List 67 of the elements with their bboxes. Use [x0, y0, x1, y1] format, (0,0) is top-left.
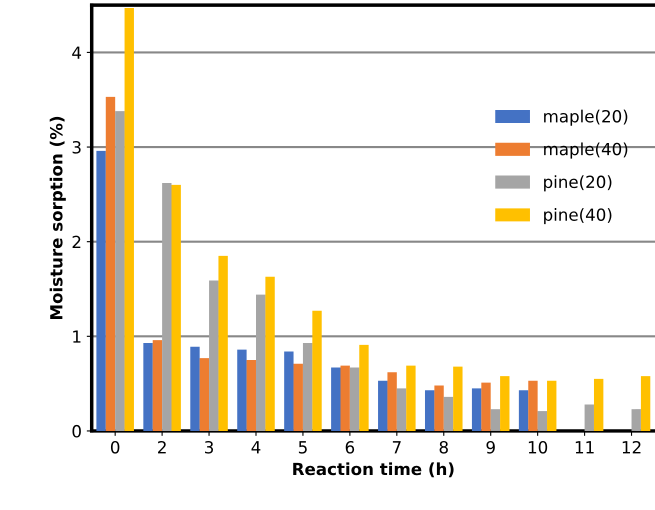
bar: [640, 376, 650, 431]
bar: [265, 276, 275, 431]
bar: [294, 364, 303, 431]
bar: [378, 380, 388, 431]
y-tick-label: 3: [72, 141, 81, 154]
x-tick-label: 4: [252, 441, 260, 454]
bar: [172, 184, 181, 431]
bar: [481, 382, 491, 431]
bar: [143, 342, 153, 431]
bar: [453, 366, 463, 431]
x-tick-label: 8: [440, 440, 448, 454]
bar: [190, 346, 200, 431]
bar: [434, 386, 444, 431]
bar: [200, 358, 210, 431]
bar: [584, 404, 594, 431]
x-tick-label: 9: [486, 440, 495, 454]
bar: [106, 96, 116, 431]
x-tick-label: 2: [158, 440, 166, 454]
bar: [396, 388, 406, 431]
bar: [518, 390, 528, 431]
y-tick-label: 0: [72, 424, 81, 438]
bar: [340, 366, 350, 431]
bar: [124, 8, 134, 431]
x-tick-label: 7: [392, 441, 401, 454]
legend-label: pine(20): [544, 175, 612, 192]
legend-label: pine(40): [544, 208, 612, 224]
bar: [209, 280, 218, 431]
x-axis-title: Reaction time (h): [293, 462, 454, 478]
bar: [444, 396, 454, 431]
bar: [284, 351, 294, 431]
bar: [594, 378, 604, 431]
bar: [302, 342, 312, 431]
bar: [218, 256, 228, 431]
bar: [547, 380, 556, 431]
bar: [632, 409, 641, 431]
bar: [500, 376, 510, 431]
bar: [472, 388, 482, 431]
bar: [359, 344, 369, 431]
bar: [528, 380, 538, 431]
bar: [115, 111, 125, 431]
x-tick-label: 10: [528, 440, 548, 454]
bar: [246, 360, 256, 431]
bar: [350, 368, 360, 431]
bar: [406, 366, 416, 431]
y-tick-label: 2: [72, 236, 80, 248]
bar: [237, 350, 247, 431]
y-axis-title: Moisture sorption (%): [50, 116, 66, 320]
bar: [96, 150, 106, 431]
legend-label: maple(40): [544, 142, 628, 159]
x-tick-label: 5: [298, 441, 307, 454]
bar: [152, 340, 162, 431]
bar: [162, 183, 172, 431]
bar: [538, 411, 548, 431]
bar: [331, 368, 340, 431]
y-tick-label: 1: [73, 330, 80, 343]
x-tick-label: 3: [205, 440, 214, 454]
bar: [387, 372, 397, 431]
x-tick-label: 0: [110, 440, 120, 454]
x-tick-label: 12: [622, 440, 640, 454]
y-tick-label: 4: [72, 46, 82, 59]
legend-label: maple(20): [544, 110, 628, 126]
bar: [256, 294, 266, 431]
x-tick-label: 11: [576, 441, 594, 454]
bar: [490, 409, 500, 431]
x-tick-label: 6: [346, 440, 354, 454]
bar: [312, 310, 322, 431]
bar: [424, 390, 434, 431]
